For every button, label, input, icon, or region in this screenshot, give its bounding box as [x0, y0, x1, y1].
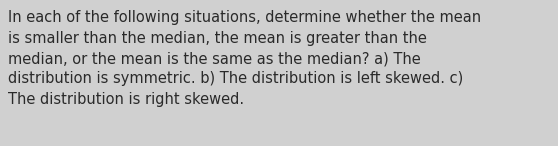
Text: In each of the following situations, determine whether the mean
is smaller than : In each of the following situations, det… — [8, 10, 482, 107]
